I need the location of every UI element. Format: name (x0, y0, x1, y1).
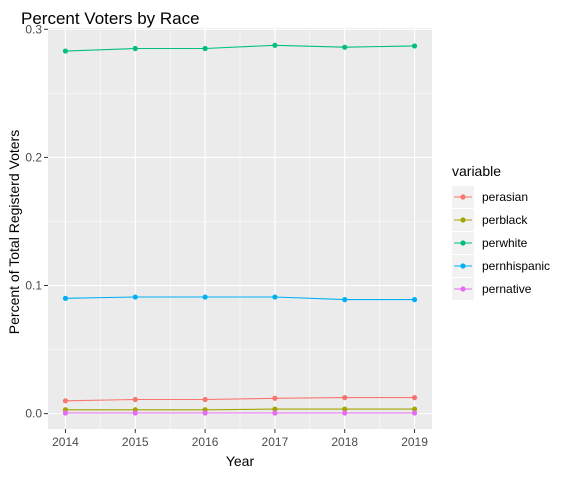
data-point-perblack (272, 406, 278, 412)
legend-key-point (460, 194, 466, 200)
legend: variable perasian perblack perwhite pernhis… (452, 163, 550, 300)
data-point-pernative (342, 410, 348, 416)
data-point-pernhispanic (202, 294, 208, 300)
x-tick-label: 2018 (331, 435, 358, 449)
data-point-perasian (202, 396, 208, 403)
y-tick-label: 0.3 (25, 22, 42, 36)
data-point-perwhite (342, 44, 348, 50)
data-point-perwhite (272, 42, 278, 48)
x-tick-label: 2019 (401, 435, 428, 449)
y-axis-title: Percent of Total Registerd Voters (6, 130, 22, 334)
data-point-pernhispanic (342, 297, 348, 303)
legend-key-point (460, 240, 466, 246)
x-tick-label: 2016 (192, 435, 219, 449)
data-point-pernative (202, 410, 208, 416)
legend-key-point (460, 286, 466, 292)
x-axis-title: Year (226, 453, 255, 469)
y-tick-label: 0.1 (25, 279, 42, 293)
y-axis: 0.0 0.1 0.2 0.3 (25, 22, 48, 421)
data-point-pernative (272, 410, 278, 416)
series-line-perblack (65, 408, 415, 411)
x-tick-label: 2015 (122, 435, 149, 449)
major-gridlines (48, 28, 432, 429)
data-point-perblack (342, 406, 348, 412)
data-point-perwhite (132, 45, 138, 52)
data-point-perwhite (62, 48, 69, 54)
data-point-pernhispanic (272, 294, 278, 300)
y-tick-label: 0.2 (25, 150, 42, 164)
minor-gridlines (48, 28, 432, 429)
data-point-perblack (411, 406, 418, 412)
data-point-perasian (62, 398, 69, 404)
data-point-perasian (411, 395, 418, 401)
legend-label-perasian: perasian (482, 190, 528, 204)
data-point-pernative (132, 410, 138, 416)
data-point-pernhispanic (62, 295, 69, 301)
legend-key-point (460, 217, 466, 223)
data-point-pernhispanic (132, 294, 138, 300)
series-line-perasian (65, 397, 415, 402)
legend-label-pernative: pernative (482, 282, 532, 296)
data-point-pernative (62, 410, 69, 416)
series-layer (62, 42, 418, 416)
series-line-perwhite (65, 44, 415, 52)
data-point-perasian (342, 395, 348, 401)
chart-title: Percent Voters by Race (21, 9, 200, 28)
legend-label-perwhite: perwhite (482, 236, 528, 250)
data-point-perasian (132, 396, 138, 403)
data-point-perwhite (411, 43, 418, 49)
data-point-perasian (272, 395, 278, 401)
y-tick-label: 0.0 (25, 407, 42, 421)
x-tick-label: 2014 (52, 435, 79, 449)
legend-label-perblack: perblack (482, 213, 528, 227)
legend-label-pernhispanic: pernhispanic (482, 259, 550, 273)
x-tick-label: 2017 (262, 435, 289, 449)
data-point-perwhite (202, 45, 208, 52)
series-line-pernhispanic (65, 296, 415, 301)
x-axis: 2014 2015 2016 2017 2018 2019 (52, 429, 428, 449)
legend-key-point (460, 263, 466, 269)
data-point-pernative (411, 410, 418, 416)
data-point-pernhispanic (411, 297, 418, 303)
legend-title: variable (452, 163, 501, 179)
